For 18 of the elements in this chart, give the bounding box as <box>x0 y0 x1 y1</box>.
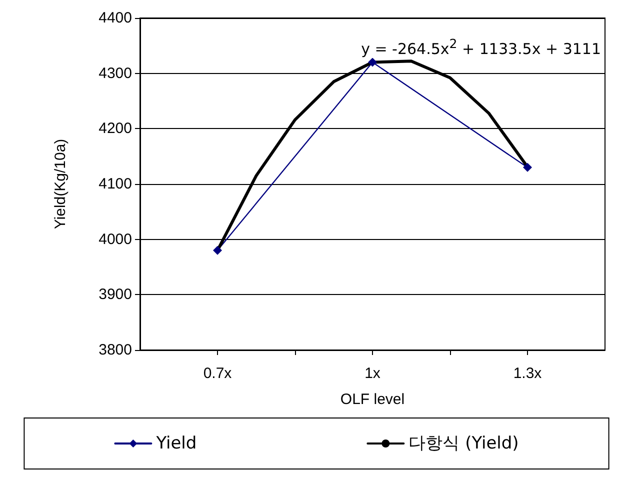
annotation: y = -264.5x$^{2}$ + 1133.5x + 3111 <box>359 36 603 58</box>
y-axis-title: Yield(Kg/10a) <box>52 138 69 230</box>
point <box>368 58 377 67</box>
y-tick-label: 4100 <box>98 176 132 192</box>
y-tick-label: 4000 <box>98 230 132 248</box>
y-tick-label: 3900 <box>98 286 132 304</box>
x-tick-label: 1.3x <box>513 365 542 382</box>
legend-label: Yield <box>155 434 197 454</box>
y-tick-label: 4200 <box>98 120 132 138</box>
x-tick-label: 0.7x <box>203 365 232 382</box>
y-tick-label: 4400 <box>98 10 132 26</box>
y-tick-label: 4300 <box>98 64 132 82</box>
y-tick-label: 3800 <box>98 342 132 358</box>
point <box>213 246 222 255</box>
x-tick-label: 1x <box>364 365 381 382</box>
x-axis-title: OLF level <box>340 391 405 408</box>
point <box>523 162 532 172</box>
legend-label: 다항식 (Yield) <box>408 434 519 454</box>
